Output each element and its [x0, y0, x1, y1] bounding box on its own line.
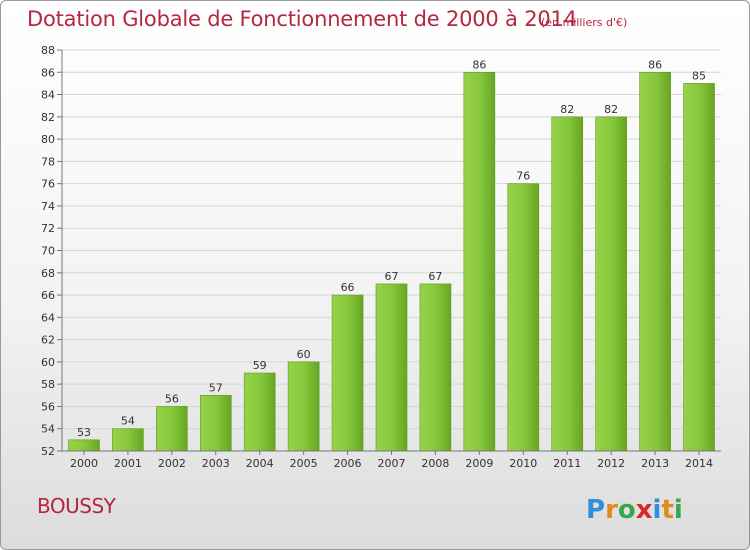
- data-label: 60: [297, 348, 311, 361]
- chart-title: Dotation Globale de Fonctionnement de 20…: [27, 7, 577, 31]
- x-tick-label: 2009: [465, 457, 493, 470]
- x-tick-label: 2007: [378, 457, 406, 470]
- data-label: 53: [77, 426, 91, 439]
- bar-2007: [375, 283, 408, 452]
- y-tick-label: 56: [41, 400, 55, 413]
- bar-2006: [331, 294, 364, 452]
- y-tick-label: 66: [41, 289, 55, 302]
- bar-2005: [287, 361, 320, 452]
- y-tick-label: 72: [41, 222, 55, 235]
- x-tick-label: 2002: [158, 457, 186, 470]
- y-tick-label: 78: [41, 155, 55, 168]
- y-tick-label: 54: [41, 423, 55, 436]
- bar-2003: [199, 395, 232, 452]
- commune-name: BOUSSY: [37, 494, 116, 518]
- bar-2000: [68, 439, 100, 452]
- y-tick-label: 62: [41, 334, 55, 347]
- proxiti-logo: Proxiti: [584, 489, 694, 533]
- data-label: 57: [209, 381, 223, 394]
- chart-subtitle: (en milliers d'€): [541, 16, 628, 29]
- y-tick-label: 58: [41, 378, 55, 391]
- x-tick-label: 2014: [685, 457, 713, 470]
- bar-2001: [112, 428, 144, 452]
- bar-2004: [243, 372, 276, 452]
- y-tick-label: 86: [41, 66, 55, 79]
- y-tick-label: 84: [41, 89, 55, 102]
- bar-2011: [551, 116, 584, 452]
- x-tick-label: 2006: [334, 457, 362, 470]
- x-tick-label: 2003: [202, 457, 230, 470]
- data-label: 66: [341, 281, 355, 294]
- bar-2009: [463, 71, 496, 452]
- x-tick-label: 2011: [553, 457, 581, 470]
- data-label: 67: [385, 270, 399, 283]
- data-label: 86: [648, 58, 662, 71]
- x-tick-label: 2004: [246, 457, 274, 470]
- y-tick-label: 82: [41, 111, 55, 124]
- x-tick-label: 2005: [290, 457, 318, 470]
- y-tick-label: 60: [41, 356, 55, 369]
- bar-2013: [639, 71, 671, 452]
- x-tick-label: 2008: [421, 457, 449, 470]
- data-label: 54: [121, 415, 135, 428]
- data-label: 82: [560, 103, 574, 116]
- data-label: 67: [428, 270, 442, 283]
- y-tick-label: 70: [41, 245, 55, 258]
- y-tick-label: 74: [41, 200, 55, 213]
- y-tick-label: 76: [41, 178, 55, 191]
- bar-2002: [156, 406, 188, 452]
- x-tick-label: 2013: [641, 457, 669, 470]
- y-tick-label: 80: [41, 133, 55, 146]
- y-tick-label: 88: [41, 44, 55, 57]
- y-tick-label: 52: [41, 445, 55, 458]
- bar-2010: [507, 183, 540, 452]
- data-label: 82: [604, 103, 618, 116]
- y-tick-label: 64: [41, 311, 55, 324]
- data-label: 85: [692, 69, 706, 82]
- data-label: 86: [472, 58, 486, 71]
- svg-text:Proxiti: Proxiti: [586, 495, 683, 525]
- bar-2014: [683, 83, 715, 452]
- x-tick-label: 2000: [70, 457, 98, 470]
- y-tick-label: 68: [41, 267, 55, 280]
- bar-2012: [595, 116, 627, 452]
- x-tick-label: 2012: [597, 457, 625, 470]
- x-tick-label: 2001: [114, 457, 142, 470]
- x-tick-label: 2010: [509, 457, 537, 470]
- data-label: 59: [253, 359, 267, 372]
- data-label: 76: [516, 170, 530, 183]
- data-label: 56: [165, 392, 179, 405]
- bar-2008: [419, 283, 452, 452]
